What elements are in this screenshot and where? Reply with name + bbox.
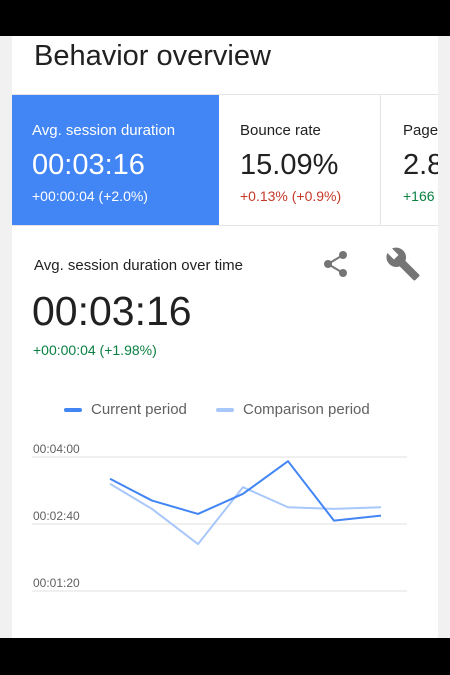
series-line-comparison — [109, 482, 382, 546]
chart-section-value: 00:03:16 — [32, 288, 192, 334]
legend-swatch — [216, 408, 234, 412]
series-line-current — [109, 460, 382, 522]
y-tick-label: 00:04:00 — [33, 442, 80, 456]
metric-value: 00:03:16 — [32, 149, 145, 181]
metric-tab-avg-session-duration[interactable]: Avg. session duration 00:03:16 +00:00:04… — [12, 95, 219, 225]
metric-label: Avg. session duration — [32, 122, 176, 139]
metric-label: Page — [403, 122, 438, 139]
behavior-overview-card: Behavior overview Avg. session duration … — [12, 36, 438, 638]
legend-label: Current period — [91, 401, 187, 418]
share-icon — [324, 251, 347, 277]
metric-delta: +0.13% (+0.9%) — [240, 188, 342, 204]
y-tick-label: 00:01:20 — [33, 576, 80, 590]
metric-label: Bounce rate — [240, 122, 321, 139]
metric-tabs: Avg. session duration 00:03:16 +00:00:04… — [12, 94, 438, 226]
app-screen: Behavior overview Avg. session duration … — [0, 36, 450, 638]
metric-tab-bounce-rate[interactable]: Bounce rate 15.09% +0.13% (+0.9%) — [220, 95, 380, 225]
y-tick-label: 00:02:40 — [33, 509, 80, 523]
metric-delta: +166 — [403, 188, 435, 204]
wrench-icon — [386, 247, 420, 281]
page-title: Behavior overview — [34, 40, 271, 72]
metric-value: 15.09% — [240, 149, 339, 181]
settings-button[interactable] — [385, 246, 421, 282]
legend-swatch — [64, 408, 82, 412]
bottom-nav-bar — [0, 638, 450, 675]
metric-tab-pages[interactable]: Page 2.8 +166 — [380, 95, 438, 225]
chart-section-delta: +00:00:04 (+1.98%) — [33, 342, 157, 358]
chart-section-label: Avg. session duration over time — [34, 257, 243, 274]
top-status-bar — [0, 0, 450, 36]
legend-label: Comparison period — [243, 401, 370, 418]
share-button[interactable] — [318, 246, 354, 282]
metric-delta: +00:00:04 (+2.0%) — [32, 188, 148, 204]
metric-value: 2.8 — [403, 149, 438, 181]
